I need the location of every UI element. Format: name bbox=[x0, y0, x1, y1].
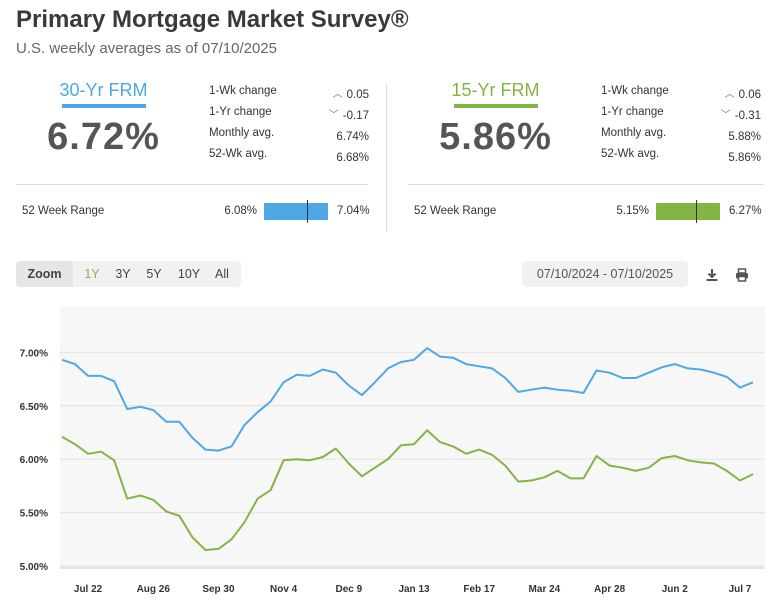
stat-label: 52-Wk avg. bbox=[601, 148, 660, 160]
current-rate: 5.86% bbox=[439, 116, 552, 158]
range-label: 52 Week Range bbox=[414, 205, 497, 217]
zoom-label: Zoom bbox=[16, 261, 73, 287]
series-line-30yr bbox=[61, 347, 754, 452]
divider bbox=[408, 184, 764, 185]
range-low: 5.15% bbox=[616, 205, 649, 217]
range-high: 7.04% bbox=[337, 205, 370, 217]
panel-divider bbox=[386, 84, 387, 232]
chevron-down-icon: ﹀ bbox=[720, 109, 731, 121]
range-high: 6.27% bbox=[729, 205, 762, 217]
stats-table: 1-Wk change ︿ 0.06 1-Yr change ﹀ -0.31 Mon… bbox=[601, 84, 761, 168]
chevron-up-icon: ︿ bbox=[332, 88, 343, 100]
x-tick-label: Sep 30 bbox=[202, 584, 235, 595]
print-button[interactable] bbox=[727, 261, 757, 287]
week-range-row: 52 Week Range 6.08% 7.04% bbox=[16, 200, 370, 223]
chevron-up-icon: ︿ bbox=[724, 88, 735, 100]
stat-value: -0.17 bbox=[342, 109, 369, 122]
divider bbox=[16, 184, 368, 185]
x-tick-label: Jun 2 bbox=[662, 584, 689, 595]
range-low: 6.08% bbox=[224, 205, 257, 217]
current-rate: 6.72% bbox=[47, 116, 160, 158]
stat-value: 6.74% bbox=[336, 130, 369, 143]
stat-row: Monthly avg. 5.88% bbox=[601, 126, 761, 147]
x-tick-label: Mar 24 bbox=[529, 584, 561, 595]
y-tick-label: 6.50% bbox=[20, 402, 48, 413]
x-tick-label: Dec 9 bbox=[335, 584, 362, 595]
rate-chart[interactable]: 7.00% 6.50% 6.00% 5.50% 5.00% Jul 22 Aug 26 Sep… bbox=[0, 296, 781, 604]
stat-label: Monthly avg. bbox=[209, 127, 275, 139]
stat-row: Monthly avg. 6.74% bbox=[209, 126, 369, 147]
y-tick-label: 5.50% bbox=[20, 509, 48, 520]
stat-row: 52-Wk avg. 6.68% bbox=[209, 147, 369, 168]
zoom-10y-button[interactable]: 10Y bbox=[177, 267, 201, 281]
x-tick-label: Jan 13 bbox=[398, 584, 430, 595]
stat-value: -0.31 bbox=[734, 109, 761, 122]
stat-row: 1-Wk change ︿ 0.05 bbox=[209, 84, 369, 105]
stat-row: 52-Wk avg. 5.86% bbox=[601, 147, 761, 168]
x-tick-label: Jul 22 bbox=[74, 584, 103, 595]
x-tick-label: Apr 28 bbox=[594, 584, 626, 595]
x-tick-label: Feb 17 bbox=[463, 584, 495, 595]
range-marker bbox=[306, 200, 308, 223]
product-name[interactable]: 30-Yr FRM bbox=[59, 80, 148, 100]
y-tick-label: 5.00% bbox=[20, 562, 48, 573]
plot-area bbox=[60, 306, 765, 568]
zoom-bar: Zoom 1Y 3Y 5Y 10Y All bbox=[16, 261, 241, 287]
rate-block: 30-Yr FRM 6.72% bbox=[16, 80, 191, 159]
product-underline bbox=[453, 104, 538, 108]
zoom-all-button[interactable]: All bbox=[215, 267, 229, 281]
stats-table: 1-Wk change ︿ 0.05 1-Yr change ﹀ -0.17 Mon… bbox=[209, 84, 369, 168]
week-range-row: 52 Week Range 5.15% 6.27% bbox=[408, 200, 764, 223]
stat-row: 1-Wk change ︿ 0.06 bbox=[601, 84, 761, 105]
product-name[interactable]: 15-Yr FRM bbox=[451, 80, 540, 100]
stat-row: 1-Yr change ﹀ -0.31 bbox=[601, 105, 761, 126]
stat-label: 1-Yr change bbox=[209, 106, 272, 118]
date-range-input[interactable]: 07/10/2024 - 07/10/2025 bbox=[522, 261, 688, 287]
page-subtitle: U.S. weekly averages as of 07/10/2025 bbox=[16, 40, 277, 57]
x-tick-label: Nov 4 bbox=[270, 584, 298, 595]
download-icon bbox=[706, 268, 718, 281]
print-icon bbox=[736, 267, 748, 282]
zoom-5y-button[interactable]: 5Y bbox=[146, 267, 162, 281]
zoom-3y-button[interactable]: 3Y bbox=[115, 267, 131, 281]
stat-value: 5.88% bbox=[728, 130, 761, 143]
series-line-15yr bbox=[61, 429, 754, 551]
stat-label: Monthly avg. bbox=[601, 127, 667, 139]
range-label: 52 Week Range bbox=[22, 205, 105, 217]
range-bar bbox=[656, 200, 720, 223]
stat-row: 1-Yr change ﹀ -0.17 bbox=[209, 105, 369, 126]
stat-value: 0.06 bbox=[738, 88, 761, 101]
stat-value: 6.68% bbox=[336, 151, 369, 164]
stat-label: 1-Yr change bbox=[601, 106, 664, 118]
rate-block: 15-Yr FRM 5.86% bbox=[408, 80, 583, 159]
zoom-1y-button[interactable]: 1Y bbox=[84, 267, 100, 281]
page-title: Primary Mortgage Market Survey® bbox=[16, 6, 409, 33]
stat-value: 5.86% bbox=[728, 151, 761, 164]
range-bar bbox=[264, 200, 328, 223]
stat-value: 0.05 bbox=[346, 88, 369, 101]
x-tick-label: Jul 7 bbox=[729, 584, 752, 595]
stat-label: 52-Wk avg. bbox=[209, 148, 268, 160]
chevron-down-icon: ﹀ bbox=[328, 109, 339, 121]
x-tick-label: Aug 26 bbox=[137, 584, 171, 595]
download-button[interactable] bbox=[697, 261, 727, 287]
range-marker bbox=[696, 200, 698, 223]
stat-label: 1-Wk change bbox=[209, 85, 277, 97]
y-tick-label: 7.00% bbox=[20, 348, 48, 359]
y-tick-label: 6.00% bbox=[20, 455, 48, 466]
stat-label: 1-Wk change bbox=[601, 85, 669, 97]
product-underline bbox=[61, 104, 146, 108]
